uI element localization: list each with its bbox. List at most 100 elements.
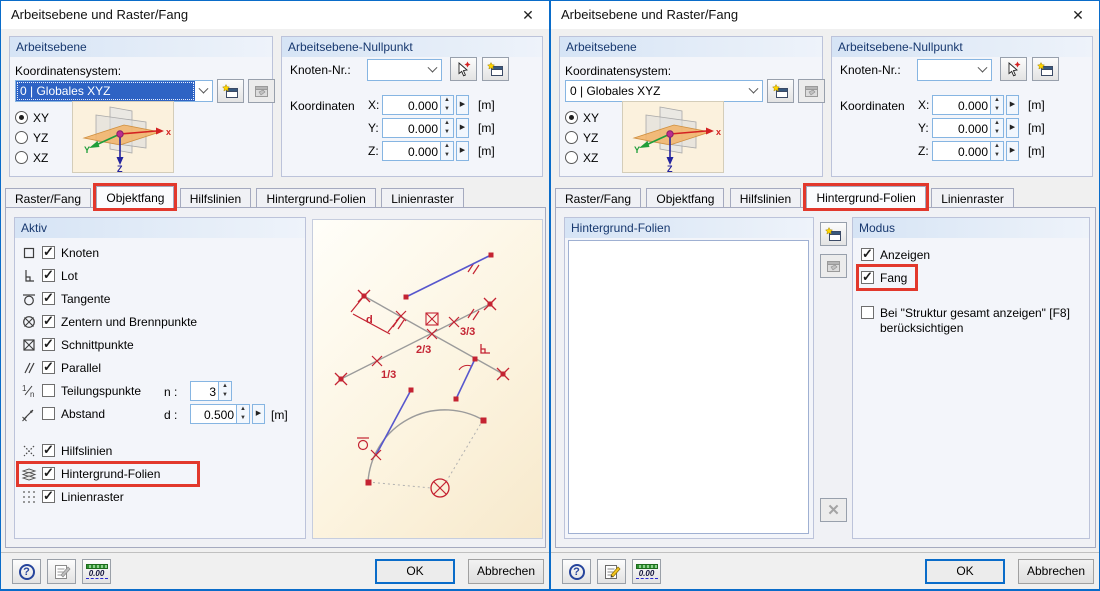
coord-y-input[interactable]: 0.000 ▲ ▼ [932, 118, 1004, 138]
plane-option-yz[interactable]: YZ [15, 130, 48, 145]
coord-x-input[interactable]: 0.000 ▲ ▼ [382, 95, 454, 115]
plane-label: YZ [583, 130, 599, 145]
tab-objektfang[interactable]: Objektfang [96, 186, 175, 208]
tab-hintergrund-folien[interactable]: Hintergrund-Folien [806, 186, 926, 208]
new-node-button[interactable] [1032, 57, 1059, 81]
chevron-down-icon[interactable] [974, 60, 991, 80]
coord-y-input[interactable]: 0.000 ▲ ▼ [382, 118, 454, 138]
spinner[interactable]: ▲ ▼ [440, 142, 453, 160]
checkbox[interactable] [42, 359, 55, 375]
spinner[interactable]: ▲ ▼ [990, 96, 1003, 114]
tab-raster-fang[interactable]: Raster/Fang [555, 188, 642, 208]
radio-icon[interactable] [15, 111, 28, 124]
tab-objektfang[interactable]: Objektfang [646, 188, 725, 208]
snap-label: Schnittpunkte [61, 338, 134, 352]
radio-icon[interactable] [565, 151, 578, 164]
plane-option-yz[interactable]: YZ [565, 130, 598, 145]
checkbox[interactable] [42, 488, 55, 504]
axis-y-label: Y [634, 145, 640, 155]
coord-x-value: 0.000 [957, 99, 988, 113]
folien-list[interactable] [568, 240, 809, 534]
new-coordinate-system-button[interactable] [217, 79, 244, 103]
titlebar[interactable]: Arbeitsebene und Raster/Fang ✕ [551, 1, 1099, 29]
checkbox[interactable] [42, 384, 55, 397]
radio-icon[interactable] [15, 131, 28, 144]
spinner[interactable]: ▲ ▼ [236, 405, 249, 423]
titlebar[interactable]: Arbeitsebene und Raster/Fang ✕ [1, 1, 549, 29]
spinner[interactable]: ▲ ▼ [440, 96, 453, 114]
coord-x-expand-button[interactable]: ▶ [456, 95, 469, 115]
snap-label: Lot [61, 269, 78, 283]
pick-node-button[interactable] [1000, 57, 1027, 81]
coordinate-system-select[interactable]: 0 | Globales XYZ [565, 80, 763, 102]
checkbox[interactable] [861, 269, 874, 285]
checkbox[interactable] [42, 442, 55, 458]
checkbox[interactable] [861, 246, 874, 262]
chevron-down-icon[interactable] [424, 60, 441, 80]
chevron-down-icon[interactable] [195, 81, 212, 101]
chevron-down-icon[interactable] [745, 81, 762, 101]
plane-option-xz[interactable]: XZ [565, 150, 598, 165]
ok-button[interactable]: OK [925, 559, 1005, 584]
cancel-button[interactable]: Abbrechen [468, 559, 544, 584]
tab-linienraster[interactable]: Linienraster [381, 188, 464, 208]
spinner[interactable]: ▲ ▼ [218, 382, 231, 400]
checkbox[interactable] [42, 244, 55, 260]
help-button[interactable]: ? [12, 559, 41, 584]
close-icon[interactable]: ✕ [1072, 7, 1084, 23]
plane-option-xz[interactable]: XZ [15, 150, 48, 165]
coord-unit: [m] [1028, 98, 1045, 112]
checkbox[interactable] [42, 290, 55, 306]
d-param-expand-button[interactable]: ▶ [252, 404, 265, 424]
coord-x-expand-button[interactable]: ▶ [1006, 95, 1019, 115]
coord-z-expand-button[interactable]: ▶ [1006, 141, 1019, 161]
close-icon[interactable]: ✕ [522, 7, 534, 23]
units-button[interactable]: 0.00 [632, 559, 661, 584]
node-number-select[interactable] [367, 59, 442, 81]
checkbox[interactable] [42, 336, 55, 352]
new-node-button[interactable] [482, 57, 509, 81]
radio-icon[interactable] [15, 151, 28, 164]
coord-y-expand-button[interactable]: ▶ [1006, 118, 1019, 138]
new-folie-button[interactable] [820, 222, 847, 246]
plane-option-xy[interactable]: XY [15, 110, 49, 125]
spin-up-icon: ▲ [994, 143, 1000, 149]
coord-y-expand-button[interactable]: ▶ [456, 118, 469, 138]
comment-button[interactable] [597, 559, 626, 584]
spin-up-icon: ▲ [240, 406, 246, 412]
new-coordinate-system-button[interactable] [767, 79, 794, 103]
n-param-input[interactable]: 3 ▲ ▼ [190, 381, 232, 401]
help-button[interactable]: ? [562, 559, 591, 584]
units-button[interactable]: 0.00 [82, 559, 111, 584]
coord-z-input[interactable]: 0.000 ▲ ▼ [932, 141, 1004, 161]
spinner[interactable]: ▲ ▼ [440, 119, 453, 137]
tab-hilfslinien[interactable]: Hilfslinien [729, 188, 802, 208]
spinner[interactable]: ▲ ▼ [990, 142, 1003, 160]
radio-icon[interactable] [565, 111, 578, 124]
spinner[interactable]: ▲ ▼ [990, 119, 1003, 137]
checkbox[interactable] [42, 407, 55, 420]
parallel-icon [24, 362, 35, 374]
spin-up-icon: ▲ [444, 97, 450, 103]
cancel-button[interactable]: Abbrechen [1018, 559, 1094, 584]
coordinate-system-select[interactable]: 0 | Globales XYZ [15, 80, 213, 102]
window-title: Arbeitsebene und Raster/Fang [561, 7, 739, 22]
tab-hilfslinien[interactable]: Hilfslinien [179, 188, 252, 208]
coord-z-input[interactable]: 0.000 ▲ ▼ [382, 141, 454, 161]
checkbox[interactable] [861, 306, 874, 319]
tab-linienraster[interactable]: Linienraster [931, 188, 1014, 208]
snap-label: Linienraster [61, 490, 124, 504]
radio-icon[interactable] [565, 131, 578, 144]
checkbox[interactable] [42, 267, 55, 283]
node-number-select[interactable] [917, 59, 992, 81]
checkbox[interactable] [42, 465, 55, 481]
coord-x-input[interactable]: 0.000 ▲ ▼ [932, 95, 1004, 115]
coord-z-expand-button[interactable]: ▶ [456, 141, 469, 161]
tab-hintergrund-folien[interactable]: Hintergrund-Folien [256, 188, 376, 208]
plane-option-xy[interactable]: XY [565, 110, 599, 125]
ok-button[interactable]: OK [375, 559, 455, 584]
checkbox[interactable] [42, 313, 55, 329]
tab-raster-fang[interactable]: Raster/Fang [5, 188, 92, 208]
pick-node-button[interactable] [450, 57, 477, 81]
d-param-input[interactable]: 0.500 ▲ ▼ [190, 404, 250, 424]
